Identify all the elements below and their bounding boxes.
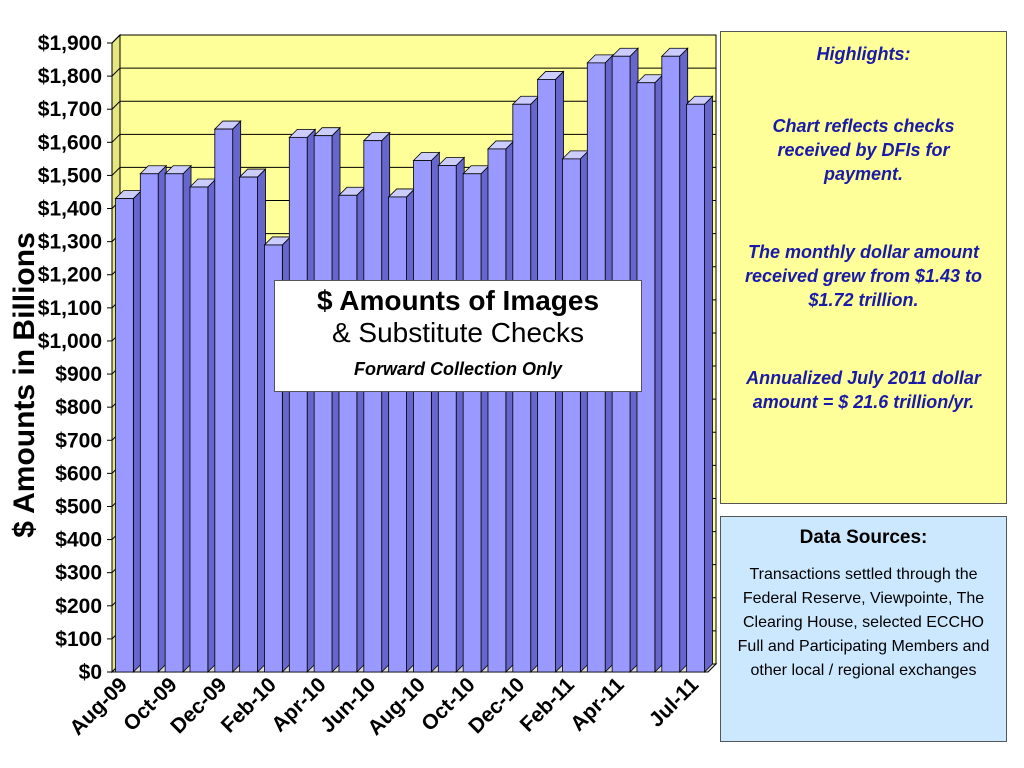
highlights-text-2: The monthly dollar amount received grew … (744, 242, 983, 310)
x-tick-label: Feb-10 (217, 673, 281, 737)
chart-title: $ Amounts of Images (316, 285, 600, 316)
bar (388, 196, 407, 673)
y-tick-label: $800 (55, 396, 102, 419)
chart-subtitle-note: Forward Collection Only (353, 359, 563, 379)
chart-subtitle: & Substitute Checks (331, 317, 585, 348)
data-sources-text: Transactions settled through the Federal… (737, 566, 990, 679)
y-tick-label: $1,800 (38, 65, 102, 88)
bar (562, 158, 581, 673)
y-tick-label: $0 (79, 661, 102, 684)
y-tick-label: $700 (55, 429, 102, 452)
highlights-text-1: Chart reflects checks received by DFIs f… (772, 116, 955, 184)
x-tick-label: Dec-10 (464, 673, 529, 738)
y-tick-label: $400 (55, 529, 102, 552)
bar (239, 176, 258, 673)
y-axis-label: $ Amounts in Billions (8, 232, 41, 538)
highlights-text-3: Annualized July 2011 dollar amount = $ 2… (746, 368, 981, 412)
bar (363, 140, 383, 673)
y-tick-label: $1,600 (38, 131, 102, 154)
y-tick-label: $1,500 (38, 164, 102, 187)
y-tick-label: $300 (55, 562, 102, 585)
gridline (111, 34, 716, 44)
bar (288, 136, 308, 673)
x-tick-label: Apr-11 (566, 673, 629, 736)
y-tick-label: $600 (55, 462, 102, 485)
data-sources-title: Data Sources: (799, 527, 928, 548)
y-tick-label: $1,000 (38, 330, 102, 353)
bar (437, 165, 457, 673)
y-tick-label: $1,300 (38, 231, 102, 254)
x-tick-label: Jul-11 (645, 673, 704, 732)
bar (661, 55, 681, 673)
x-tick-label: Dec-09 (166, 673, 231, 738)
bar (313, 135, 333, 673)
bar (139, 173, 159, 673)
bar (214, 128, 234, 673)
bar (115, 198, 134, 673)
bar (462, 173, 482, 673)
y-tick-label: $200 (55, 595, 102, 618)
data-sources-panel: Data Sources: Transactions settled throu… (720, 516, 1007, 742)
bar (338, 194, 358, 673)
highlights-title: Highlights: (816, 44, 911, 64)
y-tick-label: $1,700 (38, 98, 102, 121)
y-tick-label: $100 (55, 628, 102, 651)
y-tick-label: $1,200 (38, 264, 102, 287)
bar-side (704, 95, 713, 673)
bar (189, 186, 209, 673)
y-tick-label: $1,900 (38, 32, 102, 55)
bar (164, 173, 184, 673)
gridline (111, 67, 716, 77)
bar (413, 160, 432, 673)
bar (487, 148, 507, 673)
highlights-panel: Highlights: Chart reflects checks receiv… (720, 31, 1007, 504)
y-tick-label: $900 (55, 363, 102, 386)
y-tick-label: $500 (55, 495, 102, 518)
bar (686, 103, 705, 673)
x-tick-label: Feb-11 (516, 673, 580, 737)
y-tick-label: $1,400 (38, 198, 102, 221)
y-tick-label: $1,100 (38, 297, 102, 320)
chart-title-box: $ Amounts of Images & Substitute Checks … (274, 280, 642, 392)
